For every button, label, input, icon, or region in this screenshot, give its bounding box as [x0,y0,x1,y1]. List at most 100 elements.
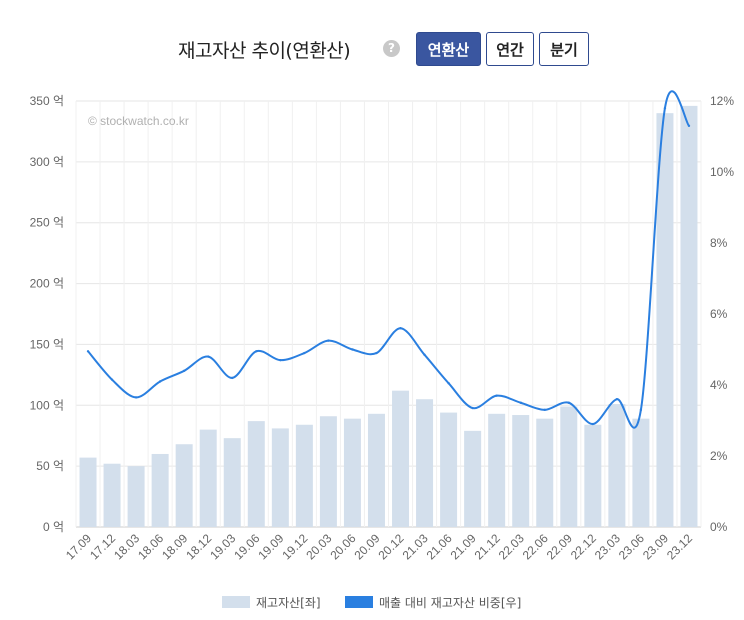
bar [416,399,434,527]
legend-bar-swatch[interactable] [222,596,250,608]
x-tick-label: 18.03 [111,531,142,562]
x-tick-label: 17.09 [63,531,94,562]
bar [247,421,265,527]
y-right-tick-label: 2% [710,449,728,463]
line-point [543,408,546,412]
y-right-tick-label: 0% [710,520,728,534]
line-point [399,327,402,330]
bar [512,415,530,527]
bar [151,453,169,527]
x-tick-label: 20.12 [376,531,407,562]
bar [464,430,482,527]
line-point [591,422,595,426]
help-icon[interactable]: ? [383,40,400,57]
bar [343,418,361,527]
y-right-tick-label: 12% [710,94,734,108]
x-tick-label: 20.06 [327,531,358,562]
y-left-tick-label: 250 억 [30,216,64,230]
x-tick-label: 23.12 [664,531,695,562]
x-tick-label: 23.06 [616,531,647,562]
bar [271,428,289,527]
bar [608,404,626,527]
x-tick-label: 23.09 [640,531,671,562]
y-left-tick-label: 350 억 [30,94,64,108]
x-tick-label: 19.09 [255,531,286,562]
x-tick-label: 19.03 [207,531,238,562]
chart-title: 재고자산 추이(연환산) [178,40,351,62]
bar [223,438,241,527]
y-left-tick-label: 200 억 [30,277,64,291]
y-left-tick-label: 300 억 [30,155,64,169]
line-point [375,351,378,355]
bar [440,412,458,527]
y-left-tick-label: 0 억 [43,520,64,534]
x-tick-label: 22.09 [544,531,575,562]
line-point [447,382,450,385]
x-tick-label: 19.12 [279,531,310,562]
x-tick-label: 18.09 [159,531,190,562]
line-point [471,406,474,410]
line-point [663,106,667,110]
line-point [495,394,498,397]
line-point [327,339,330,342]
y-right-tick-label: 6% [710,307,728,321]
bar [319,416,337,527]
x-tick-label: 18.06 [135,531,166,562]
y-right-tick-label: 4% [710,378,728,392]
legend-bar-label[interactable]: 재고자산[좌] [256,596,321,610]
x-tick-label: 19.06 [231,531,262,562]
x-tick-label: 20.03 [303,531,334,562]
line-point [639,408,643,412]
x-tick-label: 22.06 [520,531,551,562]
line-point [255,350,258,353]
bar [79,457,97,527]
bar [560,406,578,527]
bar [127,466,145,527]
watermark: © stockwatch.co.kr [88,114,189,128]
x-tick-label: 23.03 [592,531,623,562]
line-point [110,378,114,381]
x-tick-label: 20.09 [351,531,382,562]
line-point [303,351,306,355]
line-point [519,401,522,404]
line-point [86,350,90,353]
bar [584,424,602,527]
line-point [207,355,210,358]
bar [103,463,121,527]
line-point [351,348,354,351]
x-tick-label: 21.12 [472,531,503,562]
x-tick-label: 17.12 [87,531,118,562]
x-tick-label: 21.03 [400,531,431,562]
bar [680,105,698,528]
bar [536,418,554,527]
x-tick-label: 22.12 [568,531,599,562]
y-left-tick-label: 150 억 [30,337,64,351]
chart-header: 재고자산 추이(연환산) ? 연환산 연간 분기 [0,30,744,68]
line-point [687,124,691,128]
legend-line-label[interactable]: 매출 대비 재고자산 비중[우] [379,596,522,610]
line-point [134,396,138,399]
annualized-button[interactable]: 연환산 [416,32,481,66]
annual-button[interactable]: 연간 [486,32,534,66]
y-left-tick-label: 50 억 [36,459,64,473]
y-right-tick-label: 10% [710,165,734,179]
x-tick-label: 18.12 [183,531,214,562]
y-left-tick-label: 100 억 [30,398,64,412]
bar [656,113,674,528]
bar [367,413,385,527]
line-point [567,401,570,404]
quarterly-button[interactable]: 분기 [539,32,589,66]
bar [175,444,193,527]
bar [295,424,313,527]
line-point [279,358,282,362]
x-tick-label: 21.09 [448,531,479,562]
legend-line-swatch[interactable] [345,596,373,608]
y-right-tick-label: 8% [710,236,728,250]
line-point [423,353,426,357]
chart-legend: 재고자산[좌] 매출 대비 재고자산 비중[우] [0,592,744,612]
series-line [87,90,690,429]
bar [199,429,217,527]
bar [632,418,650,527]
bar [392,390,410,527]
